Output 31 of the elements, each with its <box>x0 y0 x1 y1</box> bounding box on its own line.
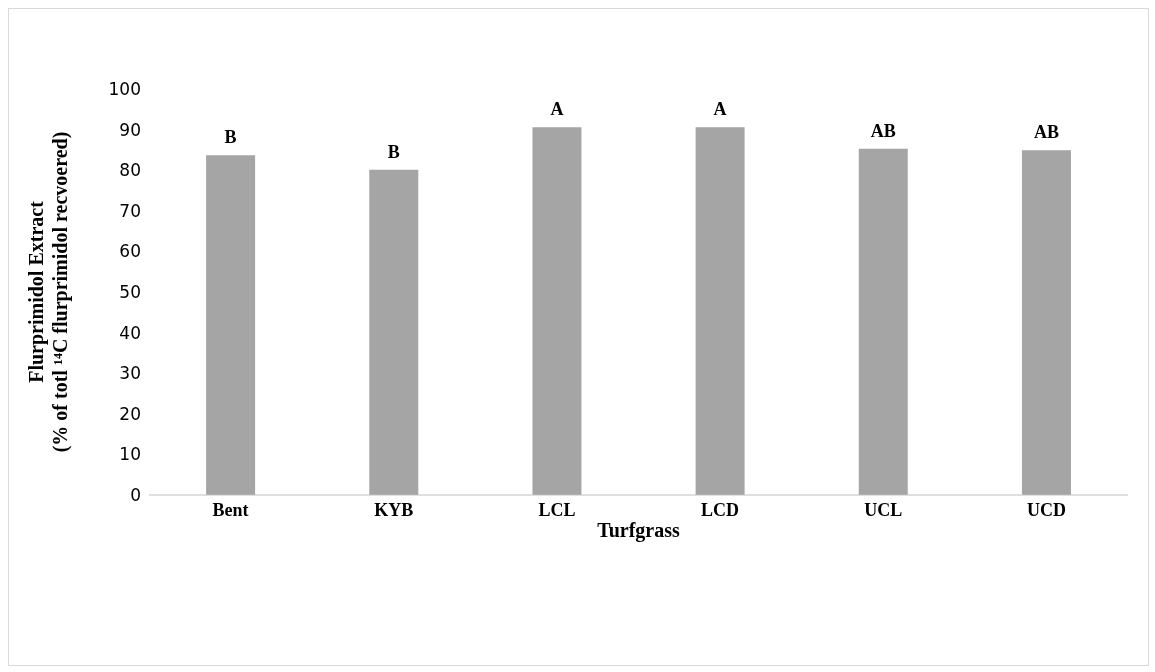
annotation: A <box>713 99 727 120</box>
y-tick-label: 40 <box>119 322 141 343</box>
annotation: AB <box>1033 122 1059 143</box>
bar <box>369 169 419 495</box>
bar <box>532 127 582 495</box>
annotation: A <box>550 99 564 120</box>
bar <box>1021 150 1071 495</box>
x-tick-label: UCL <box>864 499 903 520</box>
y-tick-label: 100 <box>108 79 141 100</box>
annotation: B <box>224 127 237 148</box>
x-tick-label: LCL <box>538 499 576 520</box>
x-tick-label: LCD <box>701 499 740 520</box>
x-axis-title: Turfgrass <box>597 519 681 542</box>
annotation: B <box>387 141 400 162</box>
bar <box>206 155 256 495</box>
annotation: AB <box>870 120 896 141</box>
bar <box>695 127 745 495</box>
y-tick-label: 50 <box>119 282 141 303</box>
x-tick-label: UCD <box>1026 499 1066 520</box>
y-tick-label: 10 <box>119 444 141 465</box>
y-tick-label: 60 <box>119 241 141 262</box>
y-tick-label: 20 <box>119 403 141 424</box>
y-axis-title: Flurprimidol Extract (% of totl ¹⁴C flurprimidol recvoered) <box>25 131 72 453</box>
y-tick-label: 80 <box>119 160 141 181</box>
y-tick-label: 70 <box>119 200 141 221</box>
y-tick-label: 0 <box>130 485 141 506</box>
bar <box>858 148 908 495</box>
x-tick-label: KYB <box>374 499 414 520</box>
y-tick-label: 30 <box>119 363 141 384</box>
x-tick-label: Bent <box>212 499 249 520</box>
y-tick-label: 90 <box>119 119 141 140</box>
